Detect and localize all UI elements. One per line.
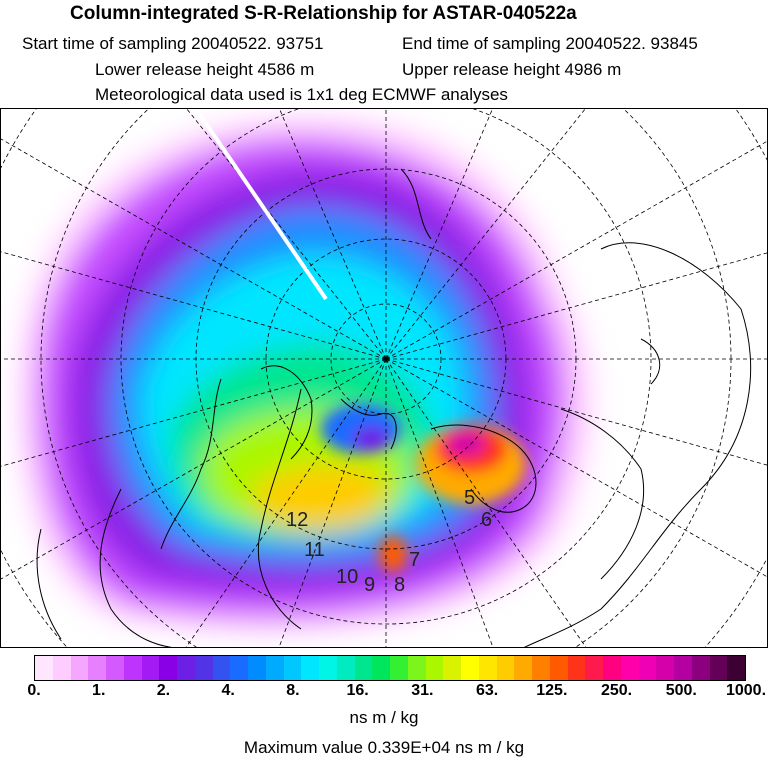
colorbar — [34, 655, 746, 681]
colorbar-swatch — [585, 656, 603, 680]
colorbar-tick-label: 250. — [600, 682, 633, 699]
colorbar-swatch — [52, 656, 71, 680]
colorbar-swatch — [194, 656, 213, 680]
colorbar-swatch — [620, 656, 639, 680]
start-time-text: Start time of sampling 20040522. 93751 — [22, 34, 324, 53]
day-label: 9 — [364, 574, 376, 596]
colorbar-swatch — [319, 656, 337, 680]
colorbar-tick-label: 2. — [156, 682, 171, 699]
colorbar-swatch — [727, 656, 745, 680]
colorbar-swatch — [709, 656, 728, 680]
polar-map-svg — [1, 109, 767, 647]
colorbar-swatch — [70, 656, 89, 680]
colorbar-swatch — [106, 656, 124, 680]
colorbar-tick-label: 0. — [27, 682, 41, 699]
lower-release-height-text: Lower release height 4586 m — [95, 60, 315, 79]
colorbar-swatch — [159, 656, 177, 680]
meteorological-data-text: Meteorological data used is 1x1 deg ECMW… — [95, 85, 508, 104]
end-time-text: End time of sampling 20040522. 93845 — [402, 34, 698, 53]
colorbar-swatch — [691, 656, 710, 680]
map-title: Column-integrated S-R-Relationship for A… — [70, 3, 577, 24]
colorbar-swatch — [603, 656, 621, 680]
colorbar-swatch — [425, 656, 444, 680]
colorbar-tick-label: 1000. — [725, 682, 767, 699]
colorbar-swatch — [532, 656, 550, 680]
colorbar-swatch — [461, 656, 479, 680]
colorbar-swatch — [336, 656, 355, 680]
colorbar-swatch — [407, 656, 426, 680]
colorbar-swatch — [123, 656, 142, 680]
day-label: 8 — [394, 574, 406, 596]
colorbar-swatch — [638, 656, 657, 680]
colorbar-unit: ns m / kg — [349, 708, 419, 727]
colorbar-swatch — [514, 656, 532, 680]
colorbar-swatch — [35, 656, 53, 680]
upper-release-height-text: Upper release height 4986 m — [402, 60, 622, 79]
colorbar-swatch — [177, 656, 195, 680]
colorbar-swatch — [443, 656, 461, 680]
colorbar-tick-label: 8. — [286, 682, 300, 699]
colorbar-tick-label: 1. — [92, 682, 106, 699]
colorbar-swatch — [230, 656, 248, 680]
colorbar-swatch — [301, 656, 319, 680]
coastlines — [36, 168, 752, 647]
data-gap-line — [194, 109, 328, 301]
colorbar-tick-label: 16. — [346, 682, 369, 699]
sensitivity-field — [19, 117, 591, 632]
colorbar-swatch — [549, 656, 568, 680]
colorbar-swatch — [141, 656, 160, 680]
colorbar-tick-label: 125. — [536, 682, 568, 699]
day-label: 10 — [336, 566, 359, 588]
colorbar-tick-label: 63. — [475, 682, 499, 699]
colorbar-swatch — [478, 656, 497, 680]
colorbar-swatch — [567, 656, 586, 680]
colorbar-swatch — [283, 656, 302, 680]
maximum-value-text: Maximum value 0.339E+04 ns m / kg — [243, 738, 525, 757]
colorbar-swatch — [674, 656, 692, 680]
colorbar-tick-label: 500. — [665, 682, 697, 699]
day-label: 7 — [409, 549, 421, 571]
colorbar-swatch — [496, 656, 515, 680]
colorbar-swatch — [372, 656, 390, 680]
colorbar-swatch — [88, 656, 106, 680]
colorbar-tick-label: 31. — [411, 682, 434, 699]
day-label: 12 — [286, 509, 309, 531]
colorbar-swatch — [354, 656, 373, 680]
colorbar-swatch — [390, 656, 408, 680]
day-label: 11 — [304, 539, 325, 561]
day-label: 6 — [481, 509, 493, 531]
day-label: 5 — [464, 487, 476, 509]
colorbar-tick-label: 4. — [221, 682, 235, 699]
colorbar-swatch — [248, 656, 266, 680]
graticule — [1, 109, 767, 647]
polar-map-panel: 5 6 7 8 9 10 11 12 — [0, 108, 768, 648]
colorbar-swatch — [212, 656, 231, 680]
colorbar-swatch — [656, 656, 674, 680]
colorbar-swatch — [265, 656, 284, 680]
